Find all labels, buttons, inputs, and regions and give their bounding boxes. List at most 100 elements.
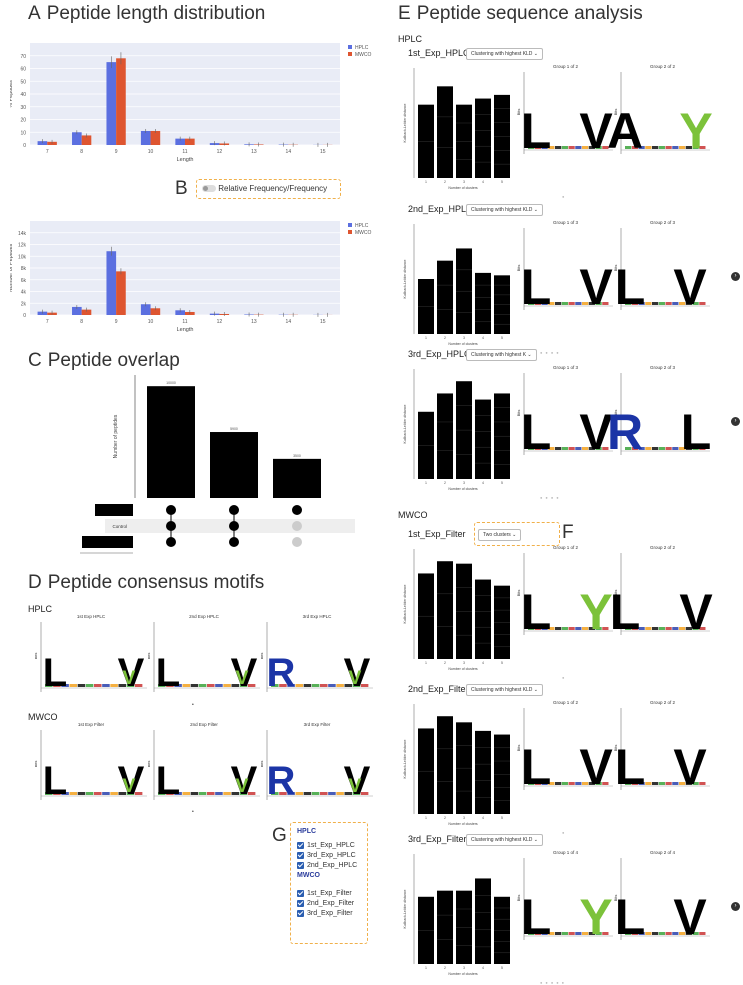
x-tick-label: 1 — [425, 966, 427, 970]
logo-letter — [659, 447, 665, 450]
logo-letter: L — [156, 651, 180, 695]
intersection-bar — [210, 432, 258, 498]
next-arrow-icon[interactable]: › — [731, 417, 740, 426]
logo-letter — [569, 302, 575, 305]
x-tick-label: 3 — [463, 336, 465, 340]
x-tick-label: 2 — [444, 481, 446, 485]
y-tick-label: 20 — [20, 118, 26, 124]
checkbox[interactable] — [297, 852, 304, 859]
x-tick-label: 5 — [501, 661, 503, 665]
y-axis-label: Number of peptides — [113, 414, 119, 458]
logo-letter: Y — [679, 103, 712, 159]
frequency-toggle-box[interactable]: Relative Frequency/Frequency — [196, 179, 341, 199]
logo-letter — [652, 782, 658, 785]
intersection-bar — [273, 459, 321, 498]
cluster-bar — [475, 99, 491, 178]
experiment-label: 2nd_Exp_Filter — [408, 684, 469, 694]
checkbox[interactable] — [297, 900, 304, 907]
logo-letter — [659, 932, 665, 935]
carousel-dots[interactable]: ● — [562, 830, 567, 835]
logo-title: Group 1 of 2 — [553, 545, 579, 550]
clustering-dropdown[interactable]: Clustering with highest K ⌄ — [466, 349, 537, 361]
logo-title: Group 1 of 3 — [553, 220, 579, 225]
y-axis-label: Kullback-Leibler distance — [403, 404, 407, 443]
experiment-label: 3rd_Exp_Filter — [408, 834, 467, 844]
logo-letter: Y — [579, 584, 612, 640]
cluster-bar — [475, 878, 491, 964]
carousel-dot[interactable]: • — [192, 809, 194, 815]
logo-letter: V — [679, 584, 713, 640]
clustering-dropdown[interactable]: Clustering with highest KLD ⌄ — [466, 834, 543, 846]
x-tick-label: 5 — [501, 966, 503, 970]
x-tick-label: 8 — [80, 149, 83, 155]
carousel-dot[interactable]: • — [192, 702, 194, 708]
logo-letter — [659, 782, 665, 785]
experiment-label: 1st_Exp_HPLC — [408, 48, 470, 58]
filter-item[interactable]: 3rd_Exp_Filter — [297, 909, 361, 919]
bar-hplc — [141, 131, 151, 145]
chevron-down-icon: ⌄ — [532, 837, 538, 843]
logo-letter — [94, 684, 102, 687]
logo-letter — [70, 684, 78, 687]
logo-letter — [320, 684, 328, 687]
logo-letter: V — [673, 259, 707, 315]
filter-item[interactable]: 1st_Exp_Filter — [297, 889, 361, 899]
x-tick-label: 7 — [46, 319, 49, 325]
logo-letter — [215, 792, 223, 795]
logo-title: Group 2 of 3 — [650, 365, 676, 370]
carousel-dots[interactable]: ●●●● — [540, 350, 562, 355]
carousel-dots[interactable]: ● — [562, 675, 567, 680]
y-tick-label: 0 — [23, 313, 26, 319]
carousel-dots[interactable]: ●●●●● — [540, 980, 567, 985]
checkbox[interactable] — [297, 862, 304, 869]
logo-letter — [562, 447, 568, 450]
x-axis-label: Number of clusters — [448, 822, 478, 826]
logo-title: Group 1 of 3 — [553, 365, 579, 370]
logo-letter — [555, 302, 561, 305]
filter-item[interactable]: 3rd_Exp_HPLC — [297, 851, 361, 861]
frequency-toggle-label: Relative Frequency/Frequency — [218, 184, 327, 193]
clustering-dropdown[interactable]: Clustering with highest KLD ⌄ — [466, 204, 543, 216]
logo-title: Group 2 of 2 — [650, 545, 676, 550]
chevron-down-icon: ⌄ — [532, 207, 538, 213]
filter-item[interactable]: 2nd_Exp_HPLC — [297, 861, 361, 871]
filter-item[interactable]: 1st_Exp_HPLC — [297, 841, 361, 851]
clustering-dropdown[interactable]: Clustering with highest KLD ⌄ — [466, 48, 543, 60]
cluster-bar — [475, 580, 491, 659]
logo-letter: V — [349, 667, 362, 689]
logo-letter — [562, 782, 568, 785]
carousel-dots[interactable]: ●●●● — [540, 495, 562, 500]
checkbox[interactable] — [297, 910, 304, 917]
bar-value-label: 3500 — [293, 454, 301, 458]
filter-item[interactable]: 2nd_Exp_Filter — [297, 899, 361, 909]
x-axis-label: Number of clusters — [448, 667, 478, 671]
y-tick-label: 4k — [21, 290, 27, 296]
y-axis-label: Number of Peptides — [10, 243, 14, 292]
y-axis-label: Kullback-Leibler distance — [403, 584, 407, 623]
x-tick-label: 2 — [444, 180, 446, 184]
checkbox[interactable] — [297, 842, 304, 849]
experiment-label: 2nd_Exp_HPLC — [408, 204, 473, 214]
y-tick-label: 30 — [20, 105, 26, 111]
clustering-dropdown[interactable]: Clustering with highest KLD ⌄ — [466, 684, 543, 696]
carousel-dots[interactable]: ● — [562, 194, 567, 199]
x-tick-label: 13 — [251, 149, 257, 155]
next-arrow-icon[interactable]: › — [731, 902, 740, 911]
checkbox[interactable] — [297, 890, 304, 897]
logo-letter — [555, 932, 561, 935]
logo-letter: V — [673, 739, 707, 795]
x-tick-label: 3 — [463, 180, 465, 184]
x-tick-label: 4 — [482, 180, 484, 184]
logo-letter — [328, 684, 336, 687]
next-arrow-icon[interactable]: › — [731, 272, 740, 281]
y-tick-label: 14k — [18, 231, 27, 237]
logo-title: 2nd Exp HPLC — [189, 614, 220, 619]
frequency-toggle[interactable] — [202, 185, 216, 192]
